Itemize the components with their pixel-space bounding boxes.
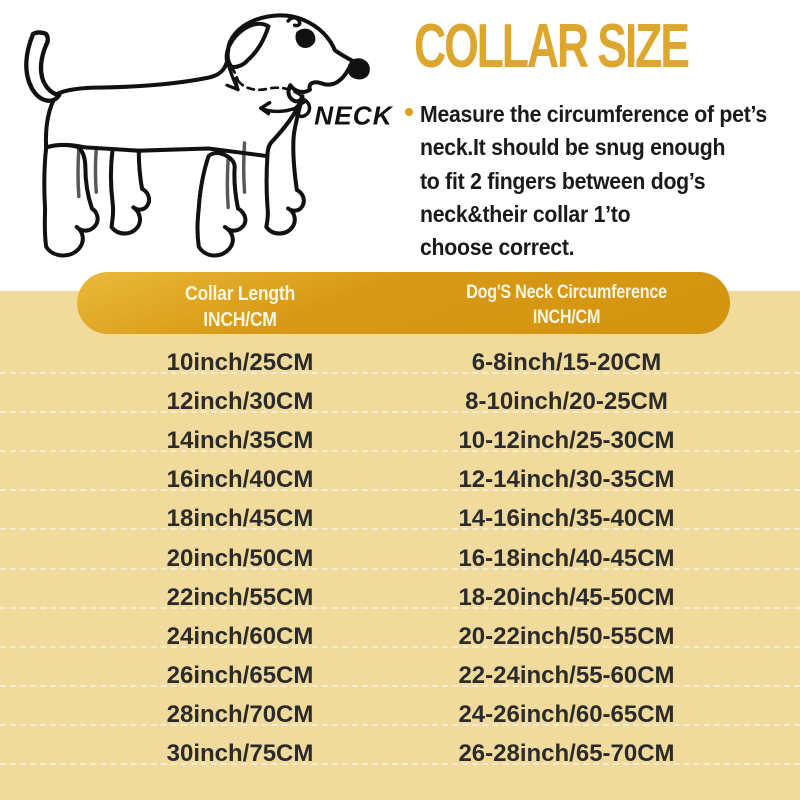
svg-text:NECK: NECK	[314, 101, 393, 131]
